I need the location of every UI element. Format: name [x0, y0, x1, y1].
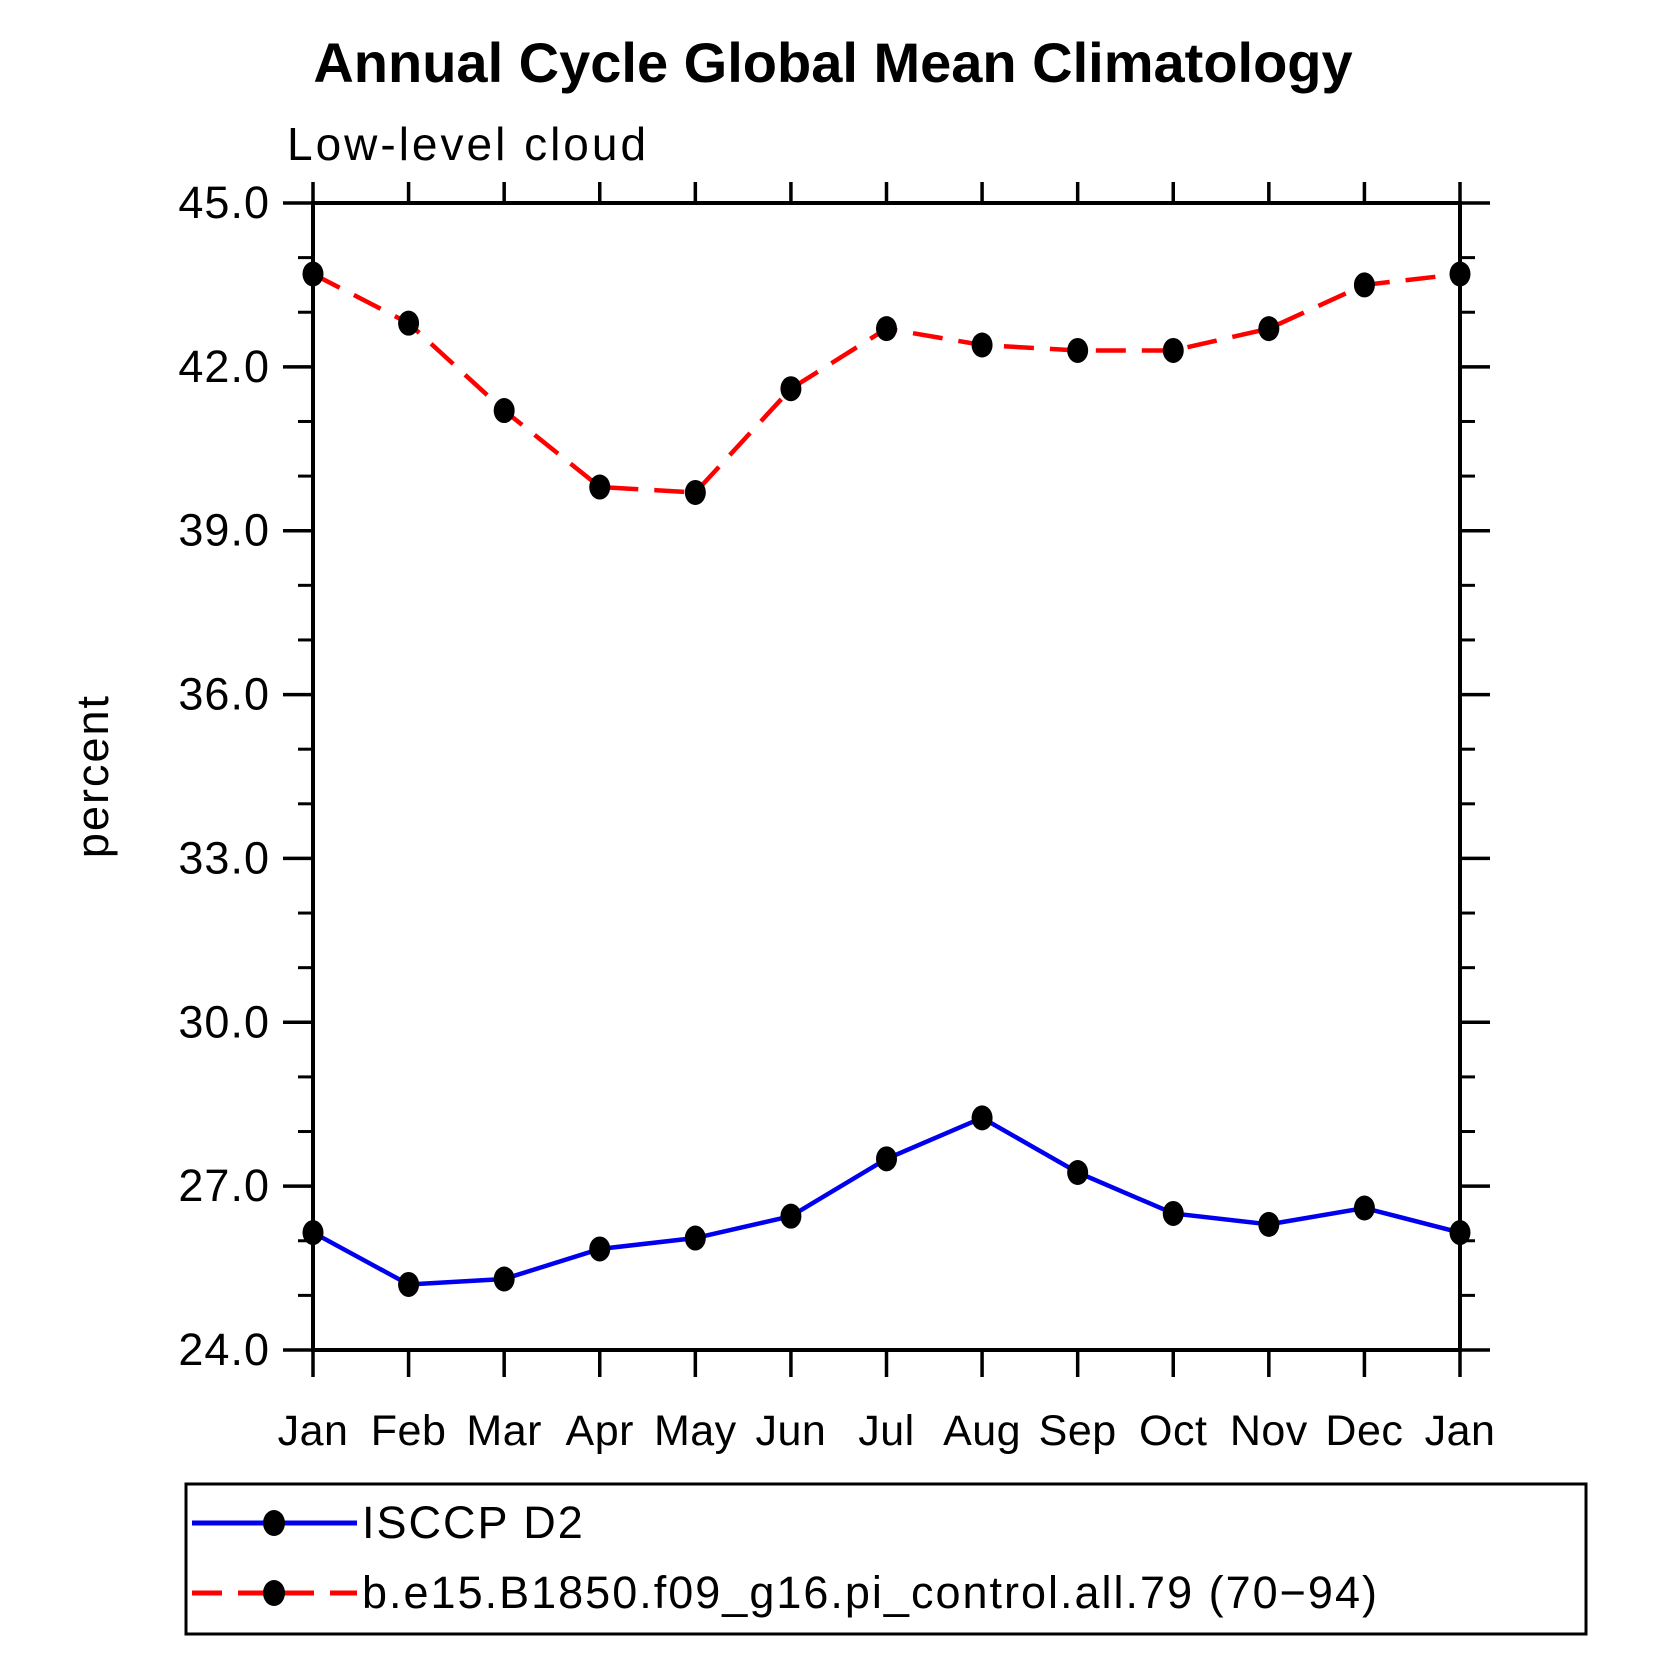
data-point — [780, 376, 802, 402]
data-point — [589, 474, 611, 500]
month-label: May — [654, 1407, 737, 1455]
series-line-isccp — [311, 1115, 1461, 1287]
chart-title: Annual Cycle Global Mean Climatology — [313, 31, 1352, 94]
legend: ISCCP D2 b.e15.B1850.f09_g16.pi_control.a… — [184, 1482, 1588, 1636]
data-point — [876, 316, 897, 342]
month-label: Oct — [1139, 1407, 1207, 1455]
legend-marker — [263, 1580, 285, 1606]
data-point — [398, 1271, 420, 1297]
legend-label: b.e15.B1850.f09_g16.pi_control.all.79 (7… — [362, 1567, 1379, 1618]
data-point — [1258, 1211, 1280, 1237]
data-point — [1258, 316, 1280, 342]
month-label: Jul — [858, 1407, 914, 1455]
legend-marker — [263, 1510, 285, 1536]
data-point — [1067, 337, 1089, 363]
data-point — [971, 1105, 993, 1131]
data-point — [589, 1236, 611, 1262]
y-tick-label: 30.0 — [178, 996, 270, 1047]
data-point — [398, 310, 420, 336]
data-point — [1449, 261, 1471, 287]
month-label: Feb — [371, 1407, 447, 1455]
data-point — [1449, 1220, 1471, 1246]
month-label: Sep — [1039, 1407, 1117, 1455]
data-point — [493, 398, 515, 424]
data-point — [1162, 1200, 1184, 1226]
legend-label: ISCCP D2 — [362, 1497, 585, 1548]
month-label: Mar — [466, 1407, 542, 1455]
data-point — [780, 1203, 802, 1229]
y-tick-label: 39.0 — [178, 505, 270, 556]
data-point — [1353, 1195, 1375, 1221]
data-point — [302, 1220, 324, 1246]
month-label: Dec — [1325, 1407, 1403, 1455]
month-label: Aug — [943, 1407, 1021, 1455]
data-point — [876, 1146, 897, 1172]
data-point — [684, 479, 706, 505]
month-label: Apr — [566, 1407, 634, 1455]
data-point — [302, 261, 324, 287]
data-point — [1067, 1159, 1089, 1185]
y-tick-label: 27.0 — [178, 1160, 270, 1211]
legend-box — [184, 1482, 1588, 1636]
y-tick-label: 45.0 — [178, 177, 270, 228]
data-series — [302, 261, 1471, 1297]
y-tick-label: 36.0 — [178, 669, 270, 720]
month-label: Jan — [278, 1407, 349, 1455]
data-point — [1162, 337, 1184, 363]
data-point — [1353, 272, 1375, 298]
data-point — [971, 332, 993, 358]
plot-frame — [311, 201, 1462, 1352]
y-axis-title: percent — [67, 694, 118, 858]
y-tick-label: 42.0 — [178, 341, 270, 392]
plot-axes: 24.0 27.0 30.0 33.0 36.0 39.0 42.0 45.0 Jan Feb Ma… — [178, 177, 1495, 1455]
data-point — [493, 1266, 515, 1292]
chart-subtitle: Low-level cloud — [287, 118, 649, 170]
month-label: Nov — [1230, 1407, 1308, 1455]
series-line-model — [311, 271, 1461, 495]
month-label: Jun — [755, 1407, 826, 1455]
y-tick-label: 24.0 — [178, 1324, 270, 1375]
y-tick-label: 33.0 — [178, 832, 270, 883]
data-point — [684, 1225, 706, 1251]
month-label: Jan — [1425, 1407, 1496, 1455]
